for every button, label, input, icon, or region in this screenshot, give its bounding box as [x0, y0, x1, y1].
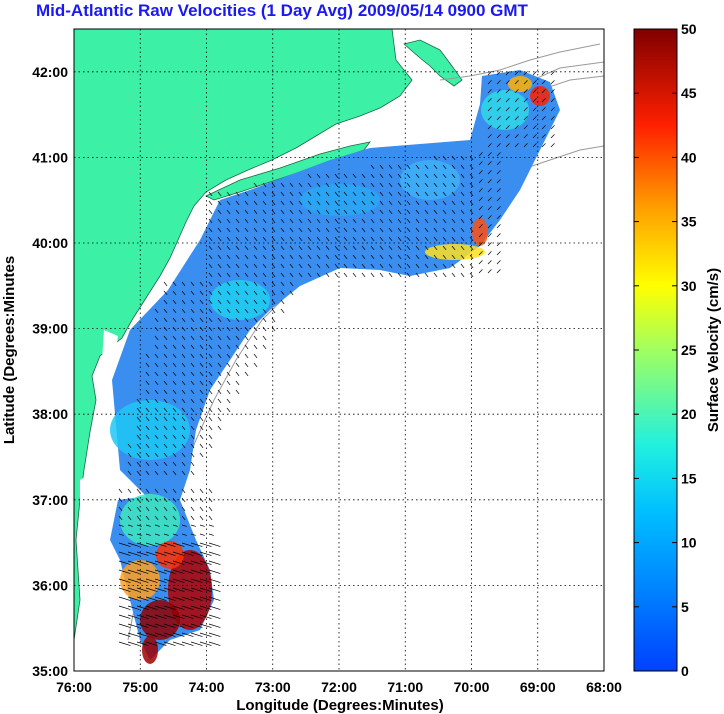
colorbar-label: Surface Velocity (cm/s) — [705, 268, 722, 432]
x-tick-label: 69:00 — [520, 679, 556, 695]
colorbar-tick-label: 0 — [681, 663, 689, 679]
colorbar-tick-label: 20 — [681, 406, 697, 422]
y-tick-label: 35:00 — [32, 663, 68, 679]
y-tick-label: 37:00 — [32, 492, 68, 508]
y-tick-labels: 35:00 36:00 37:00 38:00 39:00 40:00 41:00 42:00 — [32, 64, 68, 679]
y-tick-label: 42:00 — [32, 64, 68, 80]
y-tick-label: 41:00 — [32, 149, 68, 165]
x-tick-label: 68:00 — [586, 679, 622, 695]
x-tick-labels: 76:00 75:00 74:00 73:00 72:00 71:00 70:00 69:00… — [56, 679, 622, 695]
colorbar-tick-label: 15 — [681, 470, 697, 486]
x-tick-label: 70:00 — [454, 679, 490, 695]
y-tick-label: 40:00 — [32, 235, 68, 251]
bay — [94, 330, 118, 460]
colorbar-tick-label: 40 — [681, 149, 697, 165]
y-axis-label: Latitude (Degrees:Minutes — [1, 256, 18, 444]
colorbar-tick-label: 5 — [681, 599, 689, 615]
plot-area — [74, 29, 604, 671]
map-title: Mid-Atlantic Raw Velocities (1 Day Avg) … — [36, 1, 528, 20]
land-mass — [74, 29, 413, 641]
x-tick-label: 71:00 — [387, 679, 423, 695]
colorbar-tick-label: 10 — [681, 535, 697, 551]
colorbar-tick-label: 25 — [681, 342, 697, 358]
x-tick-label: 73:00 — [255, 679, 291, 695]
y-tick-label: 38:00 — [32, 406, 68, 422]
x-axis-label: Longitude (Degrees:Minutes) — [236, 697, 444, 714]
x-tick-label: 76:00 — [56, 679, 92, 695]
colorbar-tick-label: 45 — [681, 85, 697, 101]
y-tick-label: 36:00 — [32, 577, 68, 593]
x-tick-label: 72:00 — [321, 679, 357, 695]
x-tick-label: 75:00 — [122, 679, 158, 695]
colorbar-tick-label: 30 — [681, 278, 697, 294]
bay — [80, 470, 104, 560]
plot-frame — [73, 28, 605, 672]
colorbar-tick-labels: 0 5 10 15 20 25 30 35 40 45 50 — [634, 21, 697, 679]
colorbar — [633, 28, 678, 672]
x-tick-label: 74:00 — [189, 679, 225, 695]
colorbar-tick-label: 50 — [681, 21, 697, 37]
colorbar-tick-label: 35 — [681, 214, 697, 230]
cape-cod — [403, 39, 463, 87]
velocity-vectors — [118, 71, 555, 646]
y-tick-label: 39:00 — [32, 321, 68, 337]
grid-lines — [74, 29, 604, 671]
